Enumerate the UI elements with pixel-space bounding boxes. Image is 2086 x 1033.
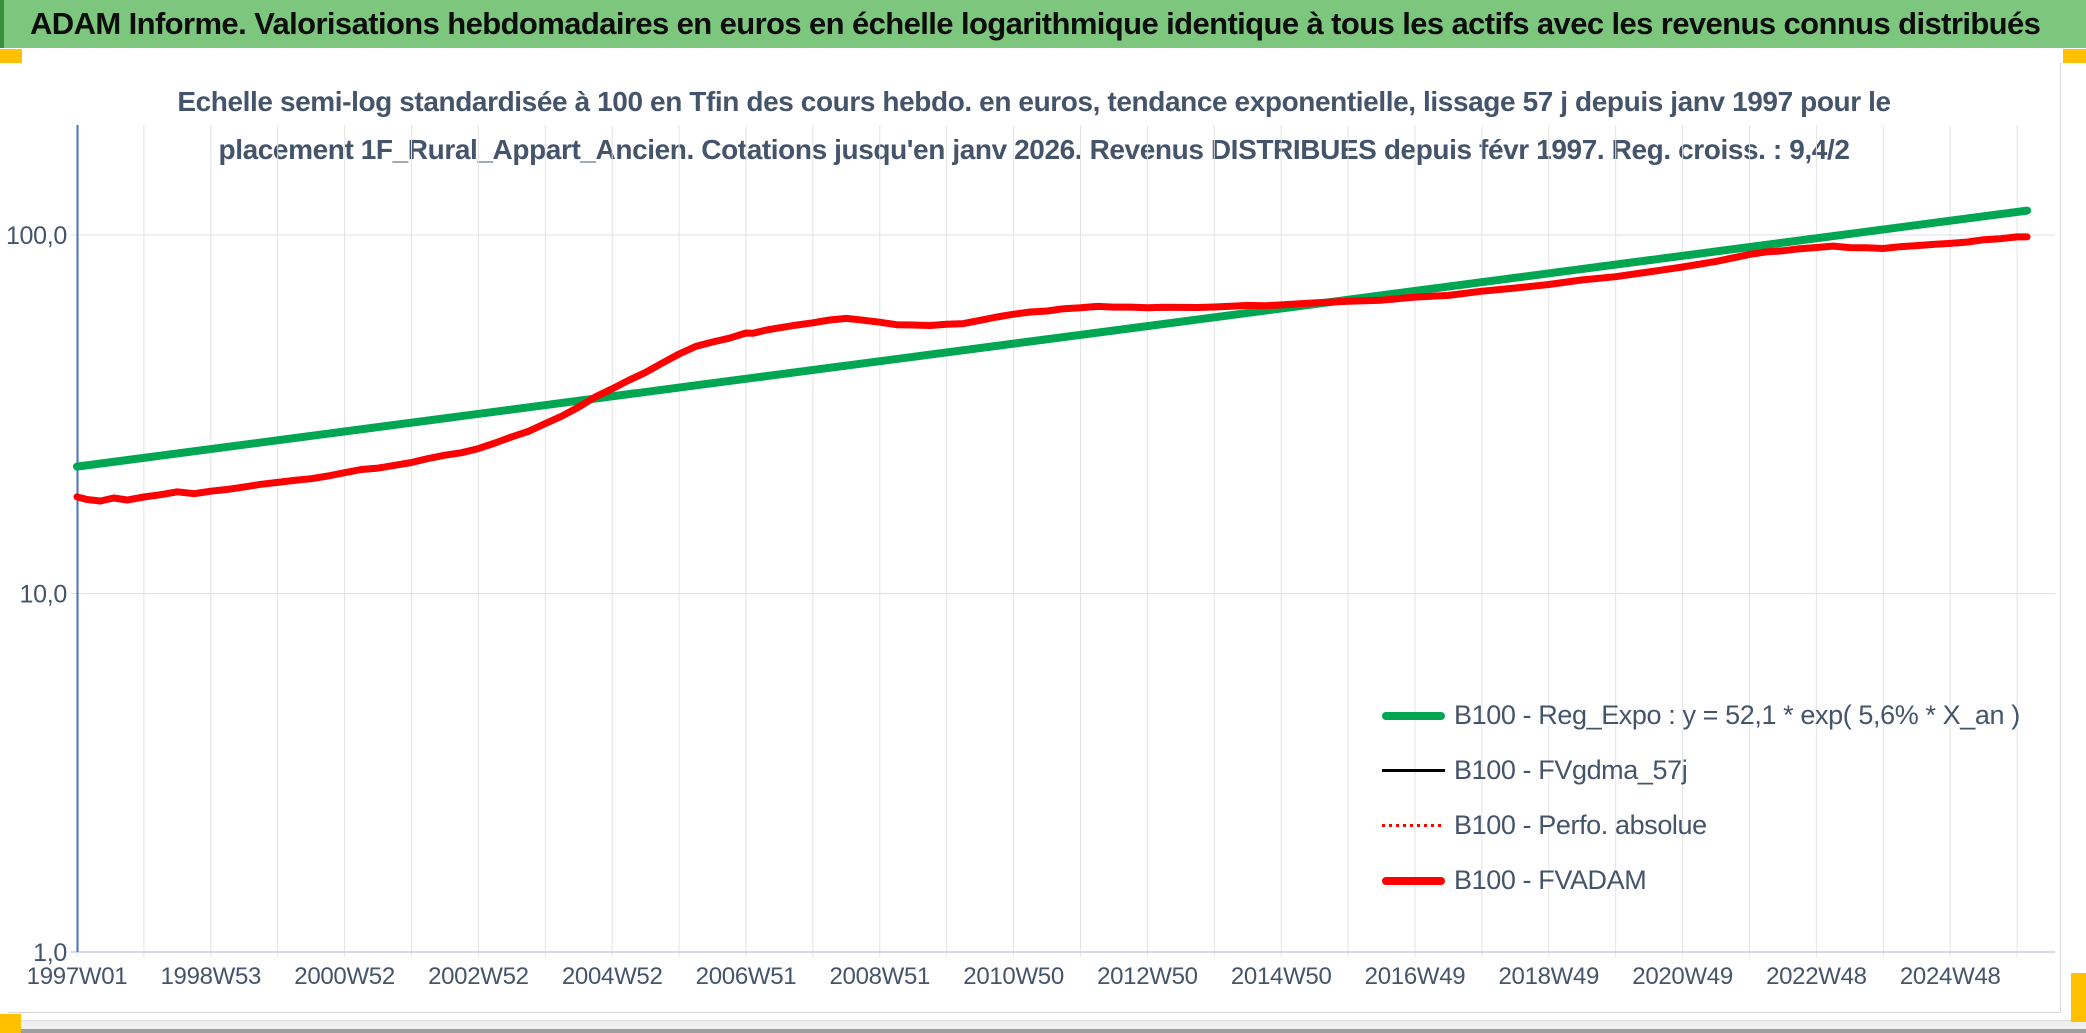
legend-item-perfo-absolue[interactable]: B100 - Perfo. absolue [1382,798,2020,853]
x-tick-label: 2008W51 [829,963,930,990]
accent-strip-bottom-right [2071,973,2086,1022]
x-tick-label: 2002W52 [428,963,529,990]
legend-sample-black-line [1382,769,1445,772]
x-tick-label: 2024W48 [1900,963,2001,990]
legend-sample-green-line [1382,711,1445,720]
x-tick-label: 2020W49 [1632,963,1733,990]
accent-square-top-left [0,49,22,63]
y-tick-label: 1,0 [33,939,67,967]
series-fvadam[interactable] [73,233,2031,505]
x-tick-label: 2016W49 [1365,963,1466,990]
legend-label: B100 - Perfo. absolue [1454,810,1707,840]
x-tick-label: 2022W48 [1766,963,1867,990]
x-tick-label: 1998W53 [160,963,261,990]
x-tick-label: 2018W49 [1498,963,1599,990]
header-left-edge [0,0,4,48]
chart-title-line2: placement 1F_Rural_Appart_Ancien. Cotati… [218,134,1850,165]
x-tick-label: 2010W50 [963,963,1064,990]
legend-sample-red-line [1382,876,1445,885]
series-reg-expo[interactable] [73,206,2032,471]
chart-title: Echelle semi-log standardisée à 100 en T… [8,78,2060,174]
x-tick-label: 2012W50 [1097,963,1198,990]
accent-square-top-right [2063,49,2086,63]
accent-square-bottom-left [0,1014,21,1033]
chart-object[interactable] [8,63,2061,1013]
x-tick-label: 2006W51 [696,963,797,990]
chart-title-line1: Echelle semi-log standardisée à 100 en T… [177,86,1891,117]
legend-sample-red-dotted-line [1382,824,1445,827]
series-fvgdma[interactable] [75,236,2029,504]
window-bottom-edge [0,1029,2086,1033]
series-perfo[interactable] [75,237,2029,505]
legend-label: B100 - FVADAM [1454,865,1647,895]
x-tick-label: 2004W52 [562,963,663,990]
x-tick-label: 1997W01 [27,963,128,990]
legend-label: B100 - Reg_Expo : y = 52,1 * exp( 5,6% *… [1454,700,2020,730]
header-bar: ADAM Informe. Valorisations hebdomadaire… [0,0,2086,48]
chart-legend: B100 - Reg_Expo : y = 52,1 * exp( 5,6% *… [1382,688,2020,908]
legend-item-fvadam[interactable]: B100 - FVADAM [1382,853,2020,908]
header-title: ADAM Informe. Valorisations hebdomadaire… [30,6,2041,41]
legend-label: B100 - FVgdma_57j [1454,755,1688,785]
y-tick-label: 10,0 [20,581,67,609]
y-tick-label: 100,0 [6,222,67,250]
x-tick-label: 2000W52 [294,963,395,990]
legend-item-fvgdma[interactable]: B100 - FVgdma_57j [1382,743,2020,798]
legend-item-reg-expo[interactable]: B100 - Reg_Expo : y = 52,1 * exp( 5,6% *… [1382,688,2020,743]
x-tick-label: 2014W50 [1231,963,1332,990]
bottom-strip [0,1020,2086,1030]
